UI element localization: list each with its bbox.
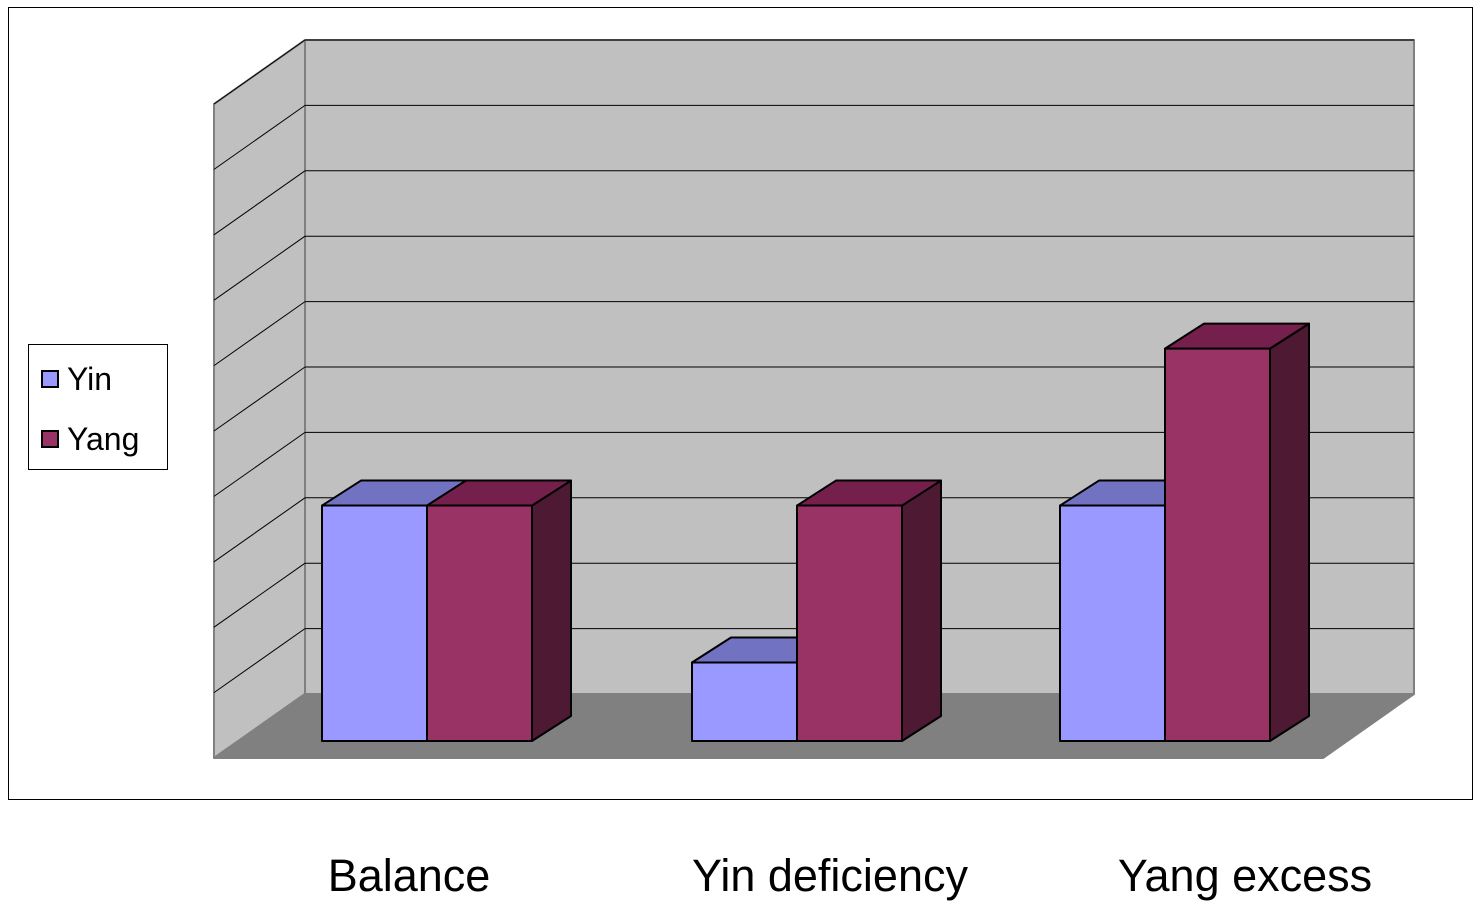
bar-balance-yang-side — [531, 479, 572, 742]
chart-frame: Yin Yang — [8, 7, 1473, 800]
gridline-side — [213, 170, 306, 236]
bar-yang-excess-yang-side — [1269, 322, 1310, 742]
gridline-side — [213, 104, 306, 170]
bar-balance-yin — [321, 504, 428, 742]
category-label-yin-deficiency: Yin deficiency — [692, 850, 968, 901]
legend: Yin Yang — [28, 344, 168, 470]
gridline-side — [213, 562, 306, 628]
gridline-side — [213, 39, 306, 105]
gridline-side — [213, 235, 306, 301]
gridline-side — [213, 497, 306, 563]
legend-swatch-yang — [41, 430, 59, 448]
legend-label-yang: Yang — [67, 420, 140, 457]
gridline-side — [213, 628, 306, 694]
bar-yang-excess-yang — [1164, 347, 1271, 742]
bar-yin-deficiency-yang-side — [901, 479, 942, 742]
legend-label-yin: Yin — [67, 360, 113, 397]
legend-item-yin: Yin — [41, 359, 112, 399]
chart-plot-area — [213, 39, 1415, 759]
gridline-side — [213, 301, 306, 367]
legend-swatch-yin — [41, 370, 59, 388]
bar-balance-yang — [426, 504, 533, 742]
category-label-balance: Balance — [327, 850, 491, 901]
bar-yang-excess-yin — [1059, 504, 1166, 742]
bar-yin-deficiency-yin — [691, 661, 798, 742]
category-label-yang-excess: Yang excess — [1117, 850, 1373, 901]
gridline-side — [213, 366, 306, 432]
bar-yin-deficiency-yang — [796, 504, 903, 742]
gridline-side — [213, 431, 306, 497]
legend-item-yang: Yang — [41, 419, 139, 459]
